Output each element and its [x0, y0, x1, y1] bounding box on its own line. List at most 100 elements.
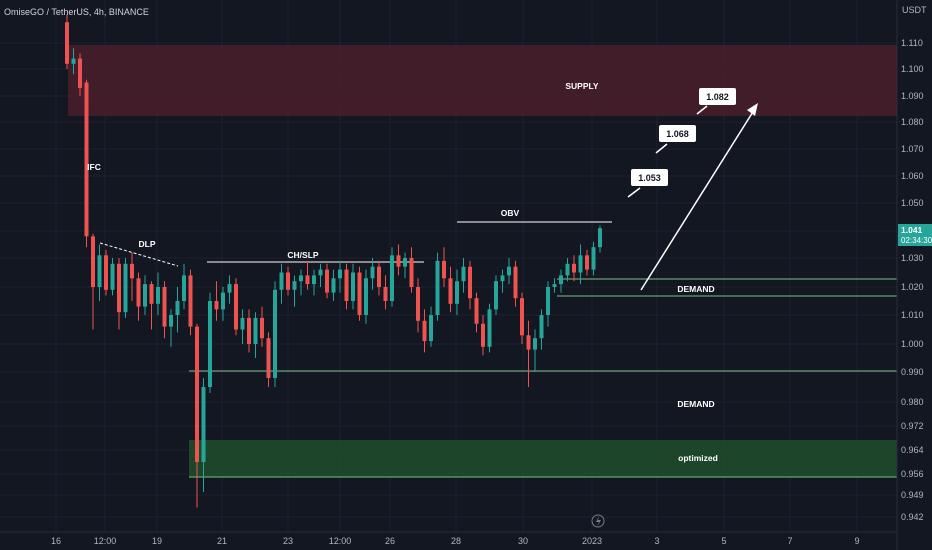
target-1068-pointer — [655, 143, 668, 154]
supply-label: SUPPLY — [565, 81, 599, 91]
candle-down — [383, 287, 388, 301]
candle-down — [448, 278, 453, 304]
candle-down — [513, 266, 518, 299]
price-tick-label: 0.980 — [901, 397, 924, 407]
candle-down — [474, 298, 479, 324]
candle-up — [71, 58, 76, 64]
target-1053-box — [631, 169, 668, 186]
candle-down — [481, 323, 485, 347]
price-tick-label: 0.972 — [901, 421, 924, 431]
obv-label: OBV — [501, 208, 520, 218]
target-1082-pointer — [696, 105, 708, 115]
candle-up — [299, 275, 303, 282]
candle-down — [422, 320, 427, 342]
candle-up — [507, 266, 511, 276]
time-tick-label: 12:00 — [329, 536, 352, 546]
candle-up — [539, 315, 544, 339]
candle-down — [344, 269, 349, 301]
candle-up — [338, 269, 342, 279]
candle-up — [370, 266, 375, 279]
time-tick-label: 23 — [283, 536, 293, 546]
candle-up — [175, 301, 180, 315]
demand-lower-label: DEMAND — [677, 399, 714, 409]
candle-up — [351, 272, 355, 301]
candle-up — [455, 281, 459, 304]
chslp-label: CH/SLP — [287, 250, 319, 260]
candle-down — [585, 255, 589, 270]
symbol-title: OmiseGO / TetherUS, 4h, BINANCE — [4, 7, 149, 17]
candle-up — [461, 266, 466, 282]
time-tick-label: 19 — [152, 536, 162, 546]
price-tick-label: 1.110 — [901, 38, 923, 48]
candle-up — [156, 287, 160, 304]
time-axis-ticks: 16 12:00 19 21 23 12:00 26 28 30 2023 3 5 7 9 — [51, 536, 860, 546]
candle-up — [487, 309, 492, 347]
candle-down — [149, 284, 154, 304]
candle-up — [273, 289, 277, 378]
candle-up — [429, 315, 433, 342]
candle-up — [598, 228, 602, 248]
time-tick-label: 7 — [787, 536, 792, 546]
candle-up — [591, 247, 596, 270]
dlp-line — [99, 242, 179, 267]
candle-down — [416, 287, 420, 321]
candle-down — [377, 266, 381, 287]
candle-down — [468, 266, 472, 299]
candle-down — [104, 255, 108, 290]
candle-down — [572, 263, 576, 273]
candle-up — [390, 255, 394, 301]
candle-down — [442, 260, 446, 279]
candle-up — [240, 317, 245, 330]
candle-up — [364, 278, 368, 315]
candle-down — [130, 263, 134, 279]
current-price-countdown: 02:34:30 — [901, 236, 932, 245]
price-tick-label: 0.956 — [901, 469, 924, 479]
price-tick-label: 0.942 — [901, 512, 924, 522]
candle-down — [234, 284, 238, 330]
time-tick-label: 30 — [518, 536, 528, 546]
candle-down — [214, 301, 219, 310]
demand-upper-label: DEMAND — [677, 284, 714, 294]
candle-up — [253, 317, 258, 344]
target-1053-pointer — [627, 187, 641, 198]
candles — [65, 14, 602, 508]
candle-down — [195, 326, 199, 462]
projection-arrow-line — [640, 106, 757, 291]
time-tick-label: 9 — [854, 536, 859, 546]
current-price-badge — [898, 224, 932, 246]
time-tick-label: 12:00 — [94, 536, 117, 546]
candle-down — [162, 287, 167, 327]
candle-down — [409, 258, 414, 287]
price-tick-label: 0.949 — [901, 490, 924, 500]
candle-down — [305, 275, 310, 285]
candle-down — [91, 236, 95, 287]
candle-up — [123, 263, 128, 313]
lightning-icon[interactable] — [591, 514, 605, 528]
target-1053-label: 1.053 — [638, 173, 661, 183]
price-tick-label: 1.060 — [901, 171, 924, 181]
time-tick-label: 5 — [721, 536, 726, 546]
candle-up — [143, 284, 147, 307]
candle-up — [500, 275, 505, 282]
price-tick-label: 1.090 — [901, 91, 924, 101]
price-tick-label: 0.990 — [901, 367, 924, 377]
candle-down — [396, 255, 401, 267]
price-axis-background — [897, 0, 932, 550]
time-tick-label: 3 — [654, 536, 659, 546]
optimized-zone — [189, 440, 897, 477]
price-tick-label: 1.100 — [901, 64, 924, 74]
candle-up — [565, 263, 570, 276]
candle-up — [318, 269, 323, 276]
candle-down — [117, 263, 121, 313]
candle-down — [188, 275, 193, 327]
candle-up — [227, 284, 232, 293]
candle-down — [260, 317, 264, 339]
candle-up — [110, 263, 115, 290]
target-1068-label: 1.068 — [666, 129, 689, 139]
candle-up — [403, 258, 407, 267]
projection-arrow-head — [747, 103, 758, 116]
currency-label: USDT — [902, 5, 927, 15]
candle-down — [325, 269, 329, 293]
candle-down — [520, 298, 524, 336]
